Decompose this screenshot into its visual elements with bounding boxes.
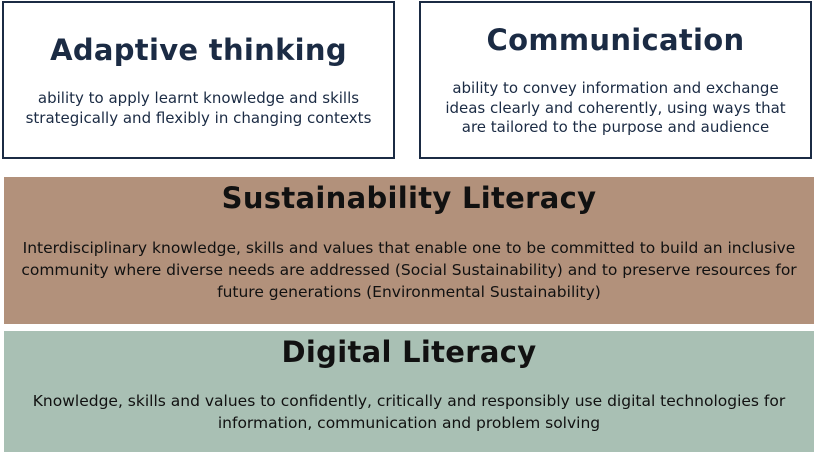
adaptive-thinking-title: Adaptive thinking	[50, 33, 347, 67]
adaptive-thinking-description: ability to apply learnt knowledge and sk…	[25, 89, 372, 127]
digital-literacy-description: Knowledge, skills and values to confiden…	[32, 392, 786, 432]
communication-description: ability to convey information and exchan…	[445, 79, 786, 136]
digital-literacy-title: Digital Literacy	[281, 335, 537, 369]
digital-literacy-band: Digital Literacy Knowledge, skills and v…	[4, 331, 814, 452]
sustainability-literacy-band: Sustainability Literacy Interdisciplinar…	[4, 177, 814, 324]
communication-card: Communication ability to convey informat…	[419, 1, 812, 159]
communication-title: Communication	[486, 23, 745, 57]
sustainability-literacy-title: Sustainability Literacy	[221, 181, 597, 215]
adaptive-thinking-card: Adaptive thinking ability to apply learn…	[2, 1, 395, 159]
sustainability-literacy-description: Interdisciplinary knowledge, skills and …	[21, 239, 797, 301]
